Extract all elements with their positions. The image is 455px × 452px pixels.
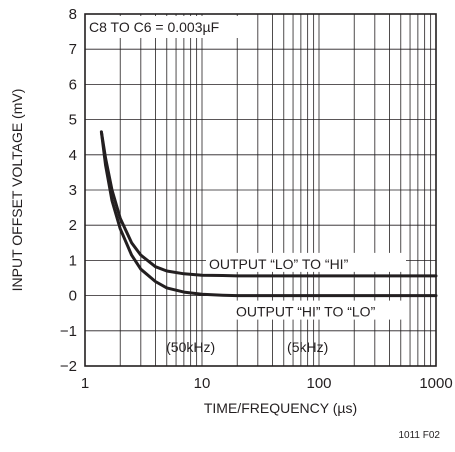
condition-note: C8 TO C6 = 0.003µF — [89, 19, 219, 35]
series-label-background — [233, 300, 405, 320]
figure-id: 1011 F02 — [398, 430, 440, 441]
series-label-lo-to-hi: OUTPUT “LO” TO “HI” — [209, 256, 349, 272]
plot-frame — [84, 13, 437, 367]
frequency-annotation: (50kHz) — [166, 339, 215, 355]
frequency-annotation: (5kHz) — [287, 339, 328, 355]
y-axis-label: INPUT OFFSET VOLTAGE (mV) — [9, 89, 25, 292]
series-label-hi-to-lo: OUTPUT “HI” TO “LO” — [236, 304, 376, 320]
x-tick-labels: 1 10 100 1000 — [81, 375, 453, 392]
y-tick-label: 3 — [69, 182, 77, 199]
y-tick-label: 6 — [69, 76, 77, 93]
y-tick-labels: −2 −1 0 1 2 3 4 5 6 7 8 — [60, 6, 77, 375]
x-axis-label: TIME/FREQUENCY (µs) — [204, 400, 357, 416]
x-tick-label: 1000 — [419, 375, 452, 392]
y-tick-label: −2 — [60, 358, 77, 375]
y-tick-label: 1 — [69, 252, 77, 269]
condition-note-background — [86, 16, 256, 38]
y-tick-label: 2 — [69, 217, 77, 234]
annotations: (50kHz) (5kHz) — [166, 339, 328, 355]
series-line-lo-to-hi — [99, 130, 438, 278]
y-tick-label: −1 — [60, 323, 77, 340]
y-tick-label: 8 — [69, 6, 77, 23]
y-tick-label: 0 — [69, 288, 77, 305]
y-tick-label: 5 — [69, 112, 77, 129]
series-label-background — [206, 252, 406, 272]
y-tick-label: 4 — [69, 147, 77, 164]
x-tick-label: 1 — [81, 375, 89, 392]
series-line-hi-to-lo — [99, 130, 438, 298]
x-tick-label: 10 — [194, 375, 211, 392]
x-tick-label: 100 — [306, 375, 331, 392]
series — [99, 130, 438, 298]
y-tick-label: 7 — [69, 41, 77, 58]
